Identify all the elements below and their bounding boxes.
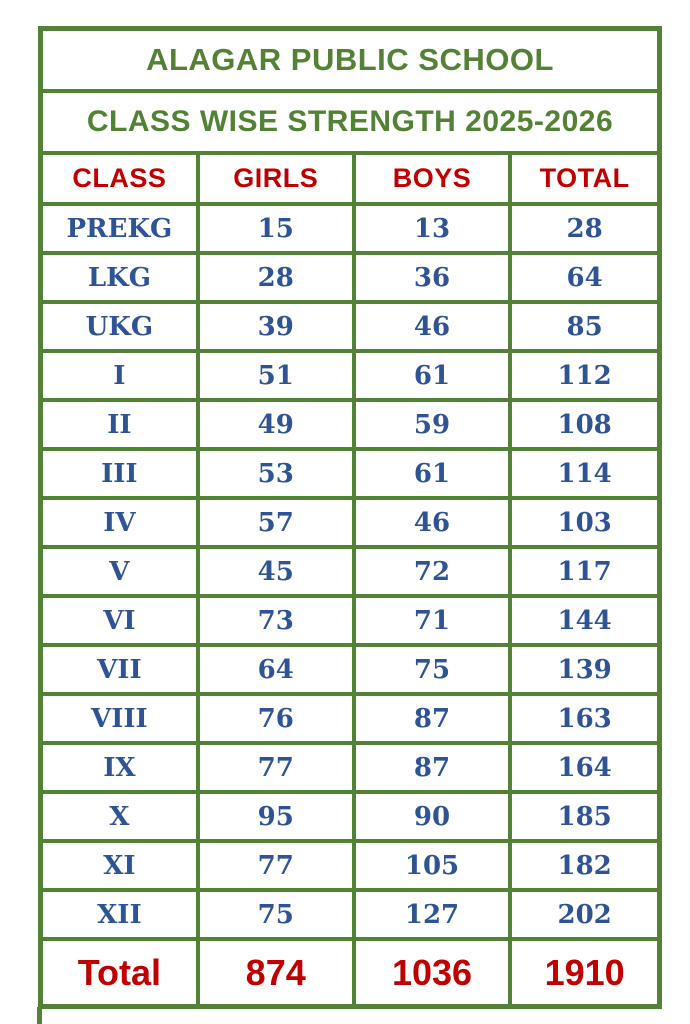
table-row-ukg: UKG 39 46 85 bbox=[38, 300, 662, 353]
boys-value: 59 bbox=[351, 398, 513, 451]
total-overall-value: 1910 bbox=[508, 937, 662, 1009]
total-value: 28 bbox=[508, 202, 662, 255]
class-label: PREKG bbox=[38, 202, 200, 255]
table-row-vi: VI 73 71 144 bbox=[38, 594, 662, 647]
girls-value: 73 bbox=[195, 594, 356, 647]
table-row-i: I 51 61 112 bbox=[38, 349, 662, 402]
boys-value: 72 bbox=[351, 545, 513, 598]
class-label: I bbox=[38, 349, 200, 402]
boys-value: 46 bbox=[351, 300, 513, 353]
table-row-prekg: PREKG 15 13 28 bbox=[38, 202, 662, 255]
class-label: VII bbox=[38, 643, 200, 696]
total-value: 117 bbox=[508, 545, 662, 598]
boys-value: 13 bbox=[351, 202, 513, 255]
boys-value: 87 bbox=[351, 741, 513, 794]
girls-value: 75 bbox=[195, 888, 356, 941]
total-girls-value: 874 bbox=[195, 937, 356, 1009]
table-subtitle: CLASS WISE STRENGTH 2025-2026 bbox=[38, 89, 662, 155]
table-row-ix: IX 77 87 164 bbox=[38, 741, 662, 794]
girls-value: 28 bbox=[195, 251, 356, 304]
total-value: 164 bbox=[508, 741, 662, 794]
strength-table: ALAGAR PUBLIC SCHOOL CLASS WISE STRENGTH… bbox=[38, 26, 662, 1009]
boys-value: 105 bbox=[351, 839, 513, 892]
girls-value: 51 bbox=[195, 349, 356, 402]
column-header-boys: BOYS bbox=[351, 151, 513, 206]
total-value: 64 bbox=[508, 251, 662, 304]
girls-value: 57 bbox=[195, 496, 356, 549]
column-header-class: CLASS bbox=[38, 151, 200, 206]
column-header-girls: GIRLS bbox=[195, 151, 356, 206]
cropped-next-table-border bbox=[37, 1007, 42, 1024]
girls-value: 77 bbox=[195, 741, 356, 794]
boys-value: 46 bbox=[351, 496, 513, 549]
class-label: IV bbox=[38, 496, 200, 549]
girls-value: 15 bbox=[195, 202, 356, 255]
girls-value: 76 bbox=[195, 692, 356, 745]
total-value: 139 bbox=[508, 643, 662, 696]
total-value: 182 bbox=[508, 839, 662, 892]
table-row-lkg: LKG 28 36 64 bbox=[38, 251, 662, 304]
total-value: 144 bbox=[508, 594, 662, 647]
total-boys-value: 1036 bbox=[351, 937, 513, 1009]
class-label: VIII bbox=[38, 692, 200, 745]
boys-value: 90 bbox=[351, 790, 513, 843]
class-label: IX bbox=[38, 741, 200, 794]
class-label: XII bbox=[38, 888, 200, 941]
school-title-row: ALAGAR PUBLIC SCHOOL bbox=[38, 26, 662, 93]
total-value: 108 bbox=[508, 398, 662, 451]
table-row-ii: II 49 59 108 bbox=[38, 398, 662, 451]
table-row-xii: XII 75 127 202 bbox=[38, 888, 662, 941]
column-header-total: TOTAL bbox=[508, 151, 662, 206]
total-value: 185 bbox=[508, 790, 662, 843]
girls-value: 49 bbox=[195, 398, 356, 451]
class-label: VI bbox=[38, 594, 200, 647]
table-row-v: V 45 72 117 bbox=[38, 545, 662, 598]
boys-value: 61 bbox=[351, 349, 513, 402]
class-label: III bbox=[38, 447, 200, 500]
class-label: X bbox=[38, 790, 200, 843]
total-value: 112 bbox=[508, 349, 662, 402]
class-label: UKG bbox=[38, 300, 200, 353]
boys-value: 71 bbox=[351, 594, 513, 647]
subtitle-row: CLASS WISE STRENGTH 2025-2026 bbox=[38, 89, 662, 155]
table-row-iv: IV 57 46 103 bbox=[38, 496, 662, 549]
total-value: 103 bbox=[508, 496, 662, 549]
girls-value: 77 bbox=[195, 839, 356, 892]
column-header-row: CLASS GIRLS BOYS TOTAL bbox=[38, 151, 662, 206]
class-label: LKG bbox=[38, 251, 200, 304]
total-value: 114 bbox=[508, 447, 662, 500]
total-label: Total bbox=[38, 937, 200, 1009]
boys-value: 75 bbox=[351, 643, 513, 696]
school-title: ALAGAR PUBLIC SCHOOL bbox=[38, 26, 662, 93]
class-label: V bbox=[38, 545, 200, 598]
total-value: 202 bbox=[508, 888, 662, 941]
table-row-x: X 95 90 185 bbox=[38, 790, 662, 843]
boys-value: 87 bbox=[351, 692, 513, 745]
girls-value: 45 bbox=[195, 545, 356, 598]
girls-value: 53 bbox=[195, 447, 356, 500]
table-row-iii: III 53 61 114 bbox=[38, 447, 662, 500]
total-value: 163 bbox=[508, 692, 662, 745]
grand-total-row: Total 874 1036 1910 bbox=[38, 937, 662, 1009]
table-row-vii: VII 64 75 139 bbox=[38, 643, 662, 696]
girls-value: 39 bbox=[195, 300, 356, 353]
girls-value: 64 bbox=[195, 643, 356, 696]
total-value: 85 bbox=[508, 300, 662, 353]
boys-value: 36 bbox=[351, 251, 513, 304]
table-row-xi: XI 77 105 182 bbox=[38, 839, 662, 892]
table-row-viii: VIII 76 87 163 bbox=[38, 692, 662, 745]
class-label: II bbox=[38, 398, 200, 451]
girls-value: 95 bbox=[195, 790, 356, 843]
boys-value: 127 bbox=[351, 888, 513, 941]
class-label: XI bbox=[38, 839, 200, 892]
boys-value: 61 bbox=[351, 447, 513, 500]
